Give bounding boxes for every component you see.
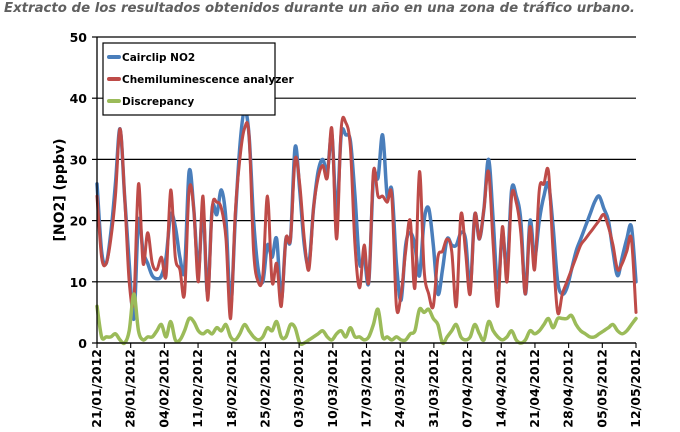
x-tick-label: 21/01/2012 (89, 349, 104, 428)
y-tick-label: 50 (70, 30, 88, 45)
x-tick-labels: 21/01/2012 28/01/2012 04/02/2012 11/02/2012… (89, 349, 643, 428)
x-tick-label: 10/03/2012 (325, 349, 340, 428)
data-series (95, 108, 638, 346)
legend-label: Cairclip NO2 (122, 52, 195, 64)
x-tick-label: 03/03/2012 (291, 349, 306, 428)
y-tick-label: 0 (78, 336, 87, 351)
legend-box (102, 42, 276, 116)
chart-caption: Extracto de los resultados obtenidos dur… (4, 1, 635, 16)
x-tick-label: 07/04/2012 (460, 349, 475, 428)
series-line-discrepancy (95, 292, 638, 346)
x-tick-label: 17/03/2012 (359, 349, 374, 428)
legend-label: Chemiluminescence analyzer (122, 74, 294, 86)
y-tick-label: 10 (70, 275, 88, 290)
legend: Cairclip NO2 Chemiluminescence analyzer Di… (102, 42, 294, 116)
x-tick-label: 24/03/2012 (392, 349, 407, 428)
y-tick-label: 40 (70, 91, 88, 106)
y-tick-label: 20 (70, 214, 88, 229)
axes (96, 37, 637, 348)
y-tick-label: 30 (70, 152, 88, 167)
x-tick-label: 28/04/2012 (561, 349, 576, 428)
legend-label: Discrepancy (122, 96, 194, 108)
x-tick-label: 05/05/2012 (594, 349, 609, 428)
x-tick-label: 31/03/2012 (426, 349, 441, 428)
y-tick-labels: 0 10 20 30 40 50 (70, 30, 88, 351)
x-tick-label: 14/04/2012 (493, 349, 508, 428)
x-tick-label: 28/01/2012 (123, 349, 138, 428)
series-line-chemiluminescence-analyzer (95, 115, 638, 321)
x-tick-label: 25/02/2012 (257, 349, 272, 428)
x-tick-label: 12/05/2012 (628, 349, 643, 428)
x-tick-label: 04/02/2012 (156, 349, 171, 428)
x-tick-label: 11/02/2012 (190, 349, 205, 428)
x-tick-label: 21/04/2012 (527, 349, 542, 428)
y-axis-label: [NO2] (ppbv) (52, 138, 68, 241)
x-tick-label: 18/02/2012 (224, 349, 239, 428)
